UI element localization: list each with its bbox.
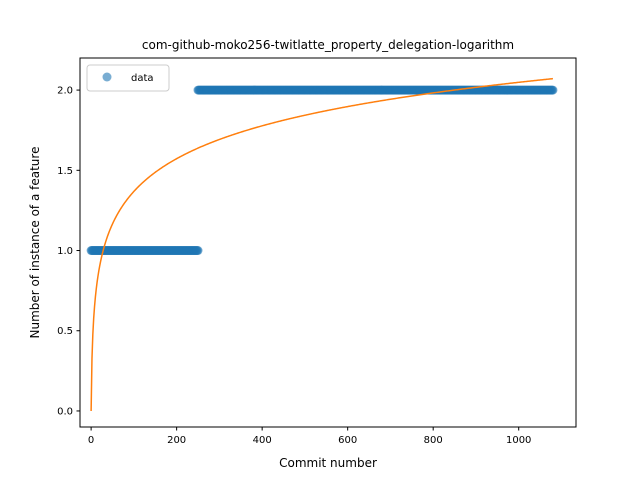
fit-line	[90, 77, 553, 411]
legend-marker-data	[102, 72, 112, 82]
legend-label-data: data	[131, 73, 154, 84]
y-tick-label: 0.5	[57, 326, 73, 337]
data-point	[548, 85, 558, 95]
x-tick-label: 200	[167, 435, 186, 446]
plot-area	[79, 57, 577, 428]
x-tick-label: 1000	[506, 435, 531, 446]
y-axis-label: Number of instance of a feature	[28, 147, 42, 339]
y-tick-label: 0.0	[57, 406, 73, 417]
y-tick-label: 2.0	[57, 86, 73, 97]
legend: data	[86, 64, 170, 92]
x-tick-label: 800	[424, 435, 443, 446]
x-tick-label: 600	[338, 435, 357, 446]
data-point	[193, 246, 203, 256]
series-layer	[86, 77, 558, 411]
y-axis-ticks: 0.0 0.5 1.0 1.5 2.0	[57, 86, 80, 417]
y-tick-label: 1.0	[57, 246, 73, 257]
y-tick-label: 1.5	[57, 166, 73, 177]
x-tick-label: 400	[253, 435, 272, 446]
legend-box	[86, 64, 170, 92]
chart-title: com-github-moko256-twitlatte_property_de…	[142, 38, 514, 52]
x-axis-ticks: 0 200 400 600 800 1000	[88, 427, 531, 446]
x-axis-label: Commit number	[279, 456, 377, 470]
x-tick-label: 0	[88, 435, 94, 446]
